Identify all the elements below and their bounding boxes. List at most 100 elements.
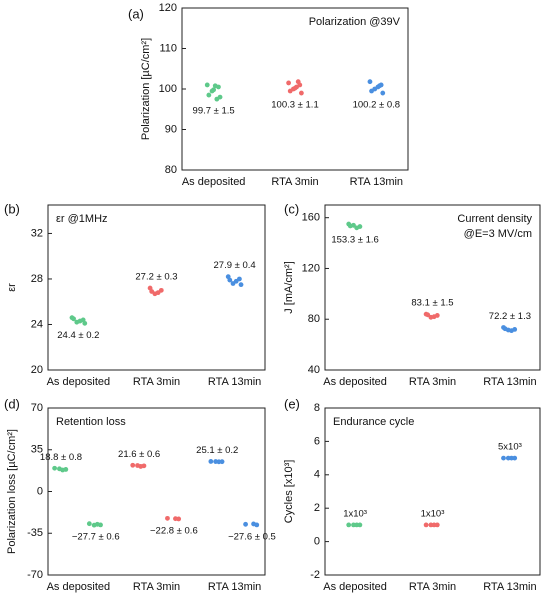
x-tick-label: RTA 13min xyxy=(208,376,261,388)
y-tick-label: 2 xyxy=(314,502,320,514)
y-tick-label: 70 xyxy=(31,402,43,414)
data-point xyxy=(214,96,220,102)
y-tick-label: 0 xyxy=(314,536,320,548)
value-label: −27.6 ± 0.5 xyxy=(228,531,276,542)
annotation: Polarization @39V xyxy=(309,16,401,28)
y-tick-label: 40 xyxy=(308,364,320,376)
data-point xyxy=(71,316,76,322)
data-point xyxy=(423,522,429,528)
plot-frame xyxy=(324,407,541,576)
data-point xyxy=(165,515,170,521)
y-tick-label: 160 xyxy=(302,212,320,224)
data-point xyxy=(91,522,97,528)
data-point xyxy=(74,319,80,325)
x-tick-label: As deposited xyxy=(47,581,111,593)
value-label: 72.2 ± 1.3 xyxy=(489,311,531,322)
x-tick-label: As deposited xyxy=(323,376,387,388)
y-tick-label: 120 xyxy=(302,262,320,274)
data-point xyxy=(380,90,386,96)
value-label: 100.2 ± 0.8 xyxy=(353,100,400,111)
value-label: 27.2 ± 0.3 xyxy=(135,272,177,283)
x-tick-label: RTA 3min xyxy=(133,581,180,593)
data-point xyxy=(238,282,244,288)
x-tick-label: RTA 3min xyxy=(409,581,456,593)
value-label: 18.8 ± 0.8 xyxy=(40,452,82,463)
y-tick-label: 110 xyxy=(159,42,177,54)
value-label: 24.4 ± 0.2 xyxy=(57,330,99,341)
value-label: 100.3 ± 1.1 xyxy=(271,100,318,111)
x-tick-label: RTA 3min xyxy=(409,376,456,388)
value-label: −22.8 ± 0.6 xyxy=(150,525,198,536)
x-tick-label: As deposited xyxy=(182,176,246,188)
data-point xyxy=(206,92,212,98)
panel-label: (d) xyxy=(4,396,20,411)
y-axis-label: Polarization [µC/cm²] xyxy=(140,38,152,140)
y-axis-label: Polarization loss [µC/cm²] xyxy=(6,429,18,554)
value-label: 1x10³ xyxy=(343,508,367,519)
data-point xyxy=(292,85,298,91)
data-point xyxy=(347,223,353,229)
data-point xyxy=(354,225,360,231)
value-label: 1x10³ xyxy=(421,508,445,519)
value-label: 21.6 ± 0.6 xyxy=(118,449,160,460)
value-label: 25.1 ± 0.2 xyxy=(196,445,238,456)
data-point xyxy=(377,83,382,89)
data-point xyxy=(367,79,373,85)
data-point xyxy=(208,459,214,464)
data-point xyxy=(251,521,256,527)
value-label: 99.7 ± 1.5 xyxy=(193,106,235,117)
x-tick-label: RTA 13min xyxy=(483,376,536,388)
x-tick-label: RTA 13min xyxy=(208,581,261,593)
panel-label: (b) xyxy=(4,201,20,216)
y-tick-label: 20 xyxy=(31,364,43,376)
y-axis-label: J [mA/cm²] xyxy=(283,261,295,314)
x-tick-label: RTA 3min xyxy=(133,376,180,388)
data-point xyxy=(243,521,248,527)
plot-frame xyxy=(324,204,541,371)
y-tick-label: 0 xyxy=(37,485,43,497)
y-tick-label: 90 xyxy=(165,123,177,135)
data-point xyxy=(230,281,236,286)
annotation: Endurance cycle xyxy=(333,416,414,428)
y-tick-label: 35 xyxy=(31,444,43,456)
annotation: Current density xyxy=(457,213,532,225)
data-point xyxy=(86,521,92,527)
annotation: @E=3 MV/cm xyxy=(464,228,532,240)
annotation: Retention loss xyxy=(56,416,126,428)
y-tick-label: 80 xyxy=(165,164,177,176)
data-point xyxy=(82,320,88,326)
y-tick-label: 8 xyxy=(314,402,320,414)
data-point xyxy=(425,312,431,318)
panel-label: (c) xyxy=(284,201,299,216)
panel-label: (e) xyxy=(284,396,300,411)
data-point xyxy=(204,82,210,88)
y-tick-label: 120 xyxy=(159,2,177,14)
y-tick-label: 100 xyxy=(159,83,177,95)
value-label: 27.9 ± 0.4 xyxy=(214,260,256,271)
data-point xyxy=(295,79,301,85)
data-point xyxy=(212,83,218,89)
x-tick-label: RTA 13min xyxy=(350,176,403,188)
value-label: 153.3 ± 1.6 xyxy=(331,234,378,245)
data-point xyxy=(351,522,356,528)
x-tick-label: As deposited xyxy=(47,376,111,388)
x-tick-label: RTA 13min xyxy=(483,581,536,593)
data-point xyxy=(130,462,136,468)
data-point xyxy=(286,80,291,86)
y-tick-label: 6 xyxy=(314,435,320,447)
x-tick-label: As deposited xyxy=(323,581,387,593)
value-label: −27.7 ± 0.6 xyxy=(72,532,120,543)
data-point xyxy=(428,314,434,320)
data-point xyxy=(369,88,374,94)
y-tick-label: -70 xyxy=(27,569,43,581)
data-point xyxy=(173,516,178,522)
y-tick-label: 28 xyxy=(31,273,43,285)
value-label: 5x10³ xyxy=(498,442,522,453)
value-label: 83.1 ± 1.5 xyxy=(411,298,453,309)
data-point xyxy=(211,87,217,93)
plot-frame xyxy=(47,204,266,371)
y-tick-label: 80 xyxy=(308,313,320,325)
data-point xyxy=(213,459,219,464)
